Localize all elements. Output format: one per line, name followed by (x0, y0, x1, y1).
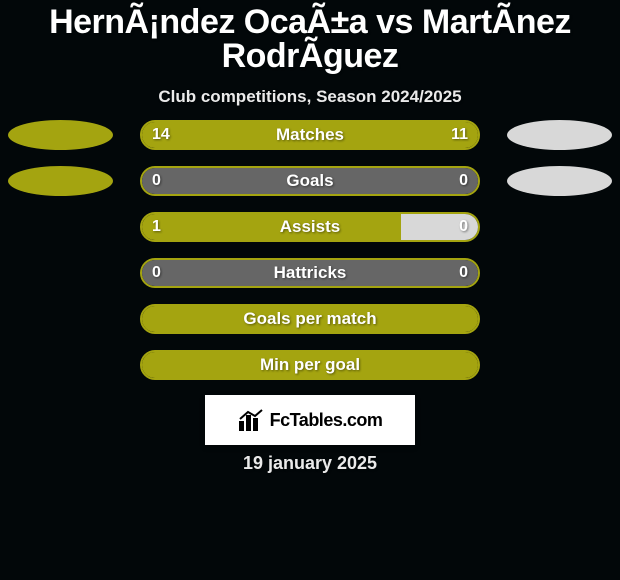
player1-value: 14 (152, 122, 170, 148)
player1-value: 1 (152, 214, 161, 240)
player1-value: 0 (152, 168, 161, 194)
player2-blob (507, 120, 612, 150)
stat-bar: 10Assists (140, 212, 480, 242)
player2-value: 0 (459, 168, 468, 194)
stat-row: 1411Matches (0, 120, 620, 150)
subtitle: Club competitions, Season 2024/2025 (0, 87, 620, 107)
page-title: HernÃ¡ndez OcaÃ±a vs MartÃ­nez RodrÃ­gue… (0, 0, 620, 73)
stat-row: 00Hattricks (0, 258, 620, 288)
bar-chart-icon (238, 409, 264, 431)
comparison-infographic: HernÃ¡ndez OcaÃ±a vs MartÃ­nez RodrÃ­gue… (0, 0, 620, 580)
logo-text: FcTables.com (270, 410, 383, 431)
player2-blob (507, 166, 612, 196)
stat-bar: 1411Matches (140, 120, 480, 150)
stat-row: 00Goals (0, 166, 620, 196)
stat-row: 10Assists (0, 212, 620, 242)
stat-row: Goals per match (0, 304, 620, 334)
player1-bar-segment (142, 306, 478, 332)
player2-value: 11 (451, 122, 468, 148)
player1-blob (8, 120, 113, 150)
fctables-logo: FcTables.com (205, 395, 415, 445)
player2-value: 0 (459, 214, 468, 240)
bar-background (142, 260, 478, 286)
stat-bar: 00Goals (140, 166, 480, 196)
player2-value: 0 (459, 260, 468, 286)
stat-bar: Min per goal (140, 350, 480, 380)
stat-bar: 00Hattricks (140, 258, 480, 288)
player1-bar-segment (142, 352, 478, 378)
player1-blob (8, 166, 113, 196)
date-caption: 19 january 2025 (0, 453, 620, 474)
bar-background (142, 168, 478, 194)
stat-row: Min per goal (0, 350, 620, 380)
player1-bar-segment (142, 214, 401, 240)
stat-bar: Goals per match (140, 304, 480, 334)
player1-bar-segment (142, 122, 478, 148)
stats-area: 1411Matches00Goals10Assists00HattricksGo… (0, 120, 620, 396)
player1-value: 0 (152, 260, 161, 286)
